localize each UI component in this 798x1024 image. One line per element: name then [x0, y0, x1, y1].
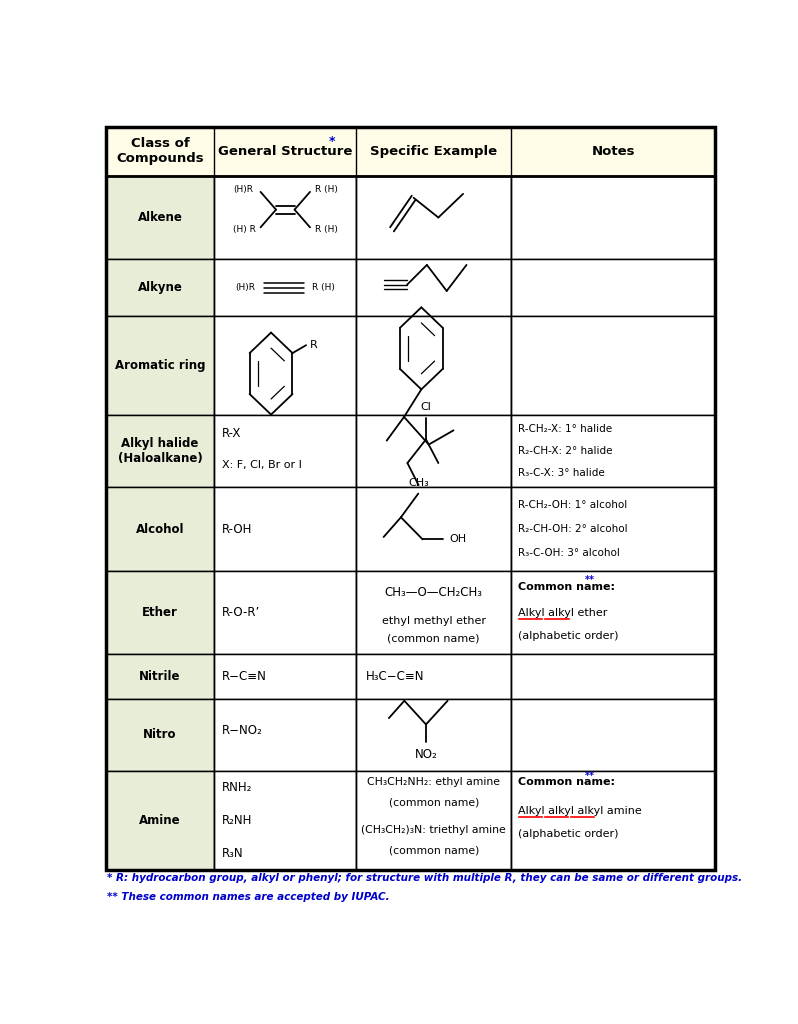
Bar: [214, 316, 357, 415]
Bar: [511, 771, 715, 869]
Text: Alkyne: Alkyne: [137, 282, 183, 294]
Bar: [106, 698, 214, 771]
Text: Cl: Cl: [421, 402, 432, 412]
Text: R₂-CH-X: 2° halide: R₂-CH-X: 2° halide: [519, 446, 613, 457]
Bar: [357, 654, 511, 698]
Bar: [106, 571, 214, 654]
Text: R (H): R (H): [314, 225, 338, 234]
Text: (H)R: (H)R: [233, 185, 253, 194]
Bar: [214, 415, 357, 487]
Bar: [106, 127, 715, 176]
Bar: [106, 654, 214, 698]
Text: (H) R: (H) R: [233, 225, 256, 234]
Bar: [106, 316, 214, 415]
Text: (alphabetic order): (alphabetic order): [519, 829, 619, 840]
Text: Common name:: Common name:: [519, 777, 615, 787]
Bar: [357, 415, 511, 487]
Bar: [106, 415, 214, 487]
Bar: [214, 654, 357, 698]
Text: R−C≡N: R−C≡N: [222, 670, 267, 683]
Bar: [214, 571, 357, 654]
Text: R-OH: R-OH: [222, 522, 252, 536]
Text: **: **: [585, 771, 595, 781]
Text: R₃N: R₃N: [222, 847, 243, 860]
Text: R-CH₂-OH: 1° alcohol: R-CH₂-OH: 1° alcohol: [519, 501, 628, 510]
Text: Alkene: Alkene: [137, 211, 183, 224]
Text: R₃-C-X: 3° halide: R₃-C-X: 3° halide: [519, 468, 605, 478]
Text: OH: OH: [449, 535, 466, 545]
Text: R-X: R-X: [222, 427, 241, 440]
Text: Class of
Compounds: Class of Compounds: [117, 137, 203, 165]
Bar: [511, 176, 715, 259]
Text: Amine: Amine: [139, 814, 181, 826]
Bar: [214, 176, 357, 259]
Bar: [511, 698, 715, 771]
Text: Alcohol: Alcohol: [136, 522, 184, 536]
Text: ** These common names are accepted by IUPAC.: ** These common names are accepted by IU…: [107, 892, 389, 902]
Text: **: **: [585, 575, 595, 586]
Text: Ether: Ether: [142, 606, 178, 620]
Text: Nitrile: Nitrile: [140, 670, 181, 683]
Text: R-CH₂-X: 1° halide: R-CH₂-X: 1° halide: [519, 424, 613, 434]
Bar: [106, 176, 214, 259]
Text: CH₃: CH₃: [408, 478, 429, 488]
Bar: [511, 415, 715, 487]
Text: R₃-C-OH: 3° alcohol: R₃-C-OH: 3° alcohol: [519, 548, 620, 558]
Bar: [511, 487, 715, 571]
Text: Nitro: Nitro: [144, 728, 177, 741]
Bar: [357, 316, 511, 415]
Text: CH₃CH₂NH₂: ethyl amine: CH₃CH₂NH₂: ethyl amine: [367, 777, 500, 787]
Text: R−NO₂: R−NO₂: [222, 724, 263, 737]
Text: General Structure: General Structure: [218, 144, 353, 158]
Bar: [357, 698, 511, 771]
Text: (CH₃CH₂)₃N: triethyl amine: (CH₃CH₂)₃N: triethyl amine: [361, 824, 506, 835]
Text: (H)R: (H)R: [235, 284, 255, 292]
Text: Notes: Notes: [591, 144, 635, 158]
Bar: [106, 259, 214, 316]
Text: (common name): (common name): [388, 634, 480, 644]
Text: Alkyl halide
(Haloalkane): Alkyl halide (Haloalkane): [117, 437, 203, 465]
Text: ethyl methyl ether: ethyl methyl ether: [381, 615, 486, 626]
Bar: [106, 487, 214, 571]
Bar: [511, 259, 715, 316]
Text: Common name:: Common name:: [519, 582, 615, 592]
Text: Alkyl alkyl ether: Alkyl alkyl ether: [519, 607, 608, 617]
Bar: [357, 176, 511, 259]
Text: NO₂: NO₂: [415, 748, 437, 761]
Bar: [357, 487, 511, 571]
Text: H₃C−C≡N: H₃C−C≡N: [365, 670, 425, 683]
Bar: [511, 571, 715, 654]
Bar: [511, 654, 715, 698]
Text: R (H): R (H): [312, 284, 335, 292]
Text: *: *: [329, 135, 335, 148]
Bar: [106, 771, 214, 869]
Text: Aromatic ring: Aromatic ring: [115, 359, 205, 372]
Text: (common name): (common name): [389, 845, 479, 855]
Text: X: F, Cl, Br or I: X: F, Cl, Br or I: [222, 461, 302, 470]
Text: Alkyl alkyl alkyl amine: Alkyl alkyl alkyl amine: [519, 806, 642, 816]
Bar: [357, 571, 511, 654]
Text: * R: hydrocarbon group, alkyl or phenyl; for structure with multiple R, they can: * R: hydrocarbon group, alkyl or phenyl;…: [107, 872, 742, 883]
Text: R-O-R’: R-O-R’: [222, 606, 260, 620]
Text: R₂-CH-OH: 2° alcohol: R₂-CH-OH: 2° alcohol: [519, 524, 628, 535]
Text: R₂NH: R₂NH: [222, 814, 252, 826]
Text: Specific Example: Specific Example: [370, 144, 497, 158]
Text: R (H): R (H): [314, 185, 338, 194]
Text: (common name): (common name): [389, 798, 479, 808]
Bar: [214, 487, 357, 571]
Text: R: R: [310, 340, 318, 350]
Bar: [214, 771, 357, 869]
Bar: [357, 259, 511, 316]
Bar: [357, 771, 511, 869]
Bar: [511, 316, 715, 415]
Bar: [214, 259, 357, 316]
Text: CH₃—O—CH₂CH₃: CH₃—O—CH₂CH₃: [385, 587, 483, 599]
Text: RNH₂: RNH₂: [222, 780, 252, 794]
Text: (alphabetic order): (alphabetic order): [519, 632, 619, 641]
Bar: [214, 698, 357, 771]
